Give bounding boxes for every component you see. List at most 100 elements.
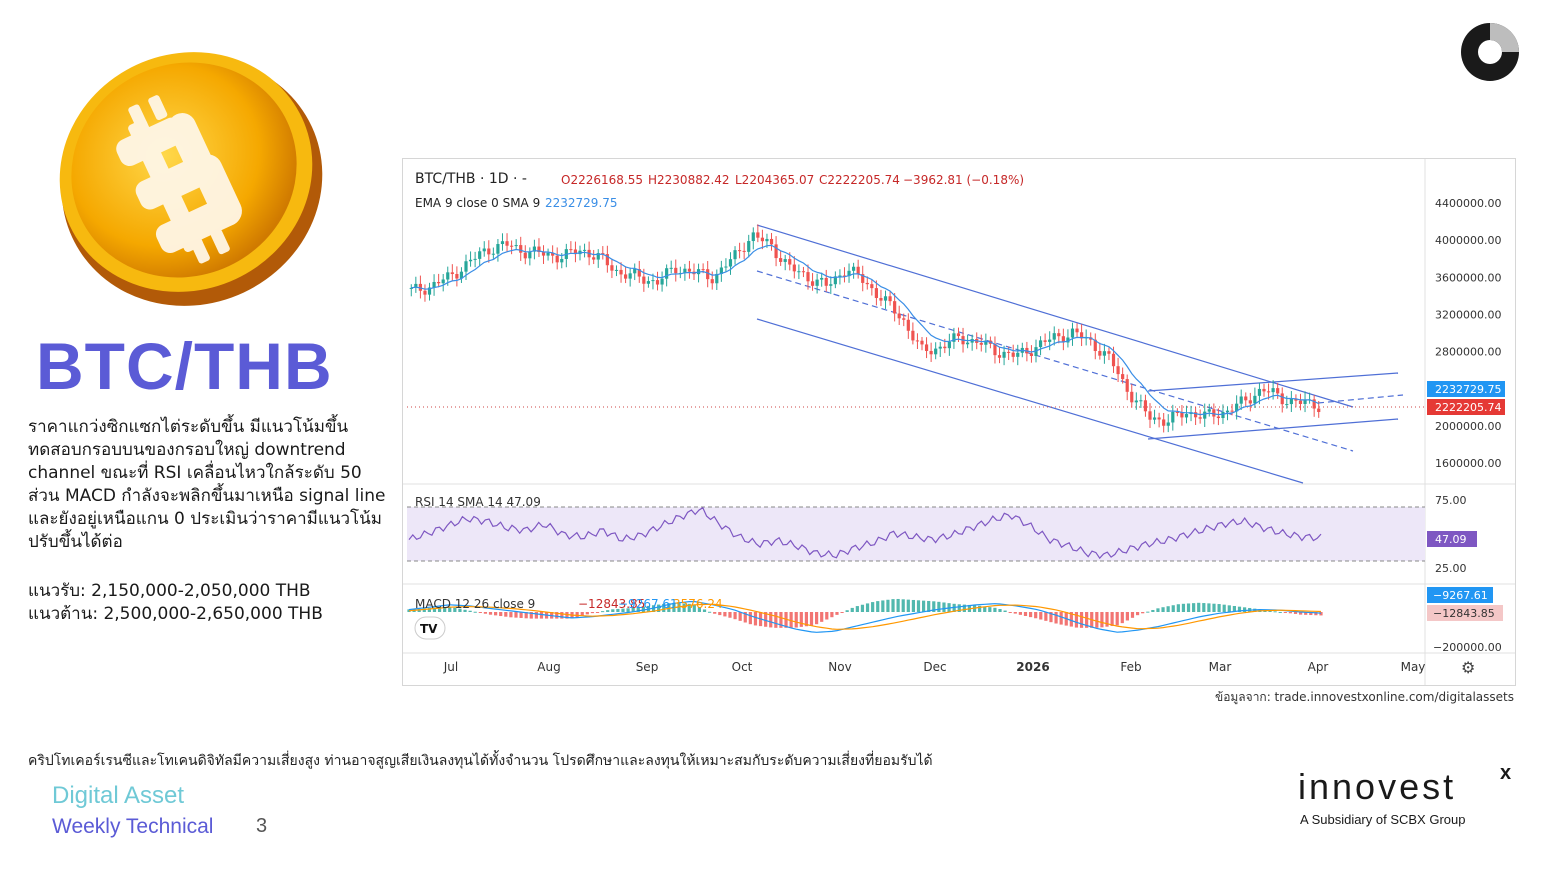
macd-histogram-bar — [1069, 612, 1073, 627]
rsi-label: RSI 14 SMA 14 47.09 — [415, 495, 541, 509]
macd-histogram-bar — [626, 608, 630, 612]
candle-body — [1125, 379, 1129, 392]
candle-body — [1061, 336, 1065, 343]
macd-histogram-bar — [488, 612, 493, 615]
macd-histogram-bar — [427, 608, 431, 612]
candle-body — [1121, 374, 1125, 380]
candle-body — [833, 276, 837, 285]
candle-body — [423, 290, 427, 295]
macd-histogram-bar — [962, 604, 966, 612]
candle-body — [1043, 340, 1047, 342]
candle-body — [633, 269, 637, 274]
macd-histogram-bar — [901, 599, 905, 612]
macd-histogram-bar — [463, 609, 467, 612]
candle-body — [888, 296, 892, 302]
ema-value: 2232729.75 — [545, 196, 618, 210]
bitcoin-coin-image — [59, 52, 323, 306]
macd-histogram-bar — [886, 599, 890, 612]
macd-histogram-bar — [422, 608, 426, 612]
macd-histogram-bar — [753, 612, 758, 626]
macd-histogram-bar — [814, 612, 819, 625]
ema-tag-bg — [1427, 381, 1505, 397]
macd-histogram-bar — [799, 612, 803, 627]
macd-histogram-bar — [957, 604, 961, 612]
macd-histogram-bar — [927, 600, 931, 612]
innovest-logo: innovest — [1298, 766, 1457, 807]
ema-tag: 2232729.75 — [1435, 383, 1501, 396]
macd-histogram-bar — [616, 608, 620, 612]
macd-histogram-bar — [677, 603, 681, 612]
candle-body — [756, 232, 760, 238]
candle-body — [651, 280, 655, 282]
rsi-level-75: 75.00 — [1435, 494, 1467, 507]
candle-body — [505, 241, 509, 246]
candle-body — [1029, 353, 1034, 356]
price-tick-label: 4400000.00 — [1435, 197, 1501, 210]
macd-histogram-bar — [860, 604, 865, 612]
settings-gear-icon[interactable]: ⚙ — [1461, 658, 1475, 677]
candle-body — [1162, 419, 1166, 426]
macd-histogram-bar — [1161, 607, 1165, 612]
candle-body — [628, 273, 632, 279]
candle-body — [1075, 328, 1079, 333]
macd-histogram-bar — [830, 612, 834, 618]
macd-histogram-bar — [529, 612, 533, 619]
macd-histogram-bar — [443, 607, 447, 612]
candle-body — [432, 281, 436, 288]
macd-histogram-bar — [1120, 612, 1124, 624]
candle-body — [569, 249, 573, 251]
macd-histogram-bar — [983, 606, 987, 612]
macd-histogram-bar — [580, 612, 584, 616]
candle-body — [1303, 399, 1307, 404]
candle-body — [1253, 395, 1257, 404]
candle-body — [510, 245, 514, 247]
candle-body — [541, 252, 546, 256]
candle-body — [1221, 411, 1225, 419]
macd-histogram-bar — [1304, 612, 1308, 615]
candle-body — [674, 267, 678, 274]
macd-histogram-bar — [1018, 612, 1022, 615]
macd-histogram-bar — [1028, 612, 1033, 618]
candle-body — [1239, 396, 1243, 404]
macd-histogram-bar — [1013, 612, 1017, 614]
hist-tag: −12843.85 — [1433, 607, 1495, 620]
macd-histogram-bar — [855, 606, 859, 612]
candle-body — [1134, 400, 1138, 403]
macd-histogram-bar — [1197, 602, 1201, 612]
time-tick-label: Mar — [1209, 660, 1232, 674]
macd-label: MACD 12 26 close 9 — [415, 597, 535, 611]
candle-body — [1007, 351, 1011, 353]
macd-histogram-bar — [748, 612, 752, 625]
macd-histogram-bar — [1079, 612, 1084, 628]
candle-body — [810, 281, 815, 286]
candle-body — [902, 318, 906, 320]
candle-body — [573, 249, 578, 255]
macd-histogram-bar — [1100, 612, 1104, 628]
ohlc-close: C2222205.74 — [819, 173, 900, 187]
candle-body — [582, 249, 587, 251]
macd-histogram-bar — [1278, 611, 1282, 613]
candle-body — [724, 266, 728, 268]
candle-body — [473, 258, 477, 260]
candle-body — [915, 340, 920, 342]
candle-body — [1148, 411, 1152, 420]
candle-body — [993, 343, 997, 356]
candle-body — [665, 268, 669, 279]
candle-body — [446, 272, 450, 280]
price-tick-label: 2000000.00 — [1435, 420, 1501, 433]
macd-histogram-bar — [825, 612, 829, 620]
trend-channel — [756, 224, 1404, 484]
candle-body — [1184, 414, 1189, 418]
macd-histogram-bar — [865, 603, 870, 612]
price-chart[interactable]: 4400000.00 4000000.00 3600000.00 3200000.00… — [402, 158, 1516, 686]
channel-mid-line — [756, 270, 1354, 452]
macd-histogram-bar — [850, 607, 854, 612]
macd-histogram-bar — [1186, 603, 1191, 612]
candle-body — [1216, 416, 1220, 419]
macd-histogram-bar — [1192, 603, 1196, 612]
candle-body — [1180, 412, 1184, 418]
candle-body — [610, 265, 614, 271]
macd-histogram-bar — [871, 602, 875, 612]
chart-canvas: 4400000.00 4000000.00 3600000.00 3200000.00… — [403, 159, 1515, 685]
price-tick-label: 1600000.00 — [1435, 457, 1501, 470]
